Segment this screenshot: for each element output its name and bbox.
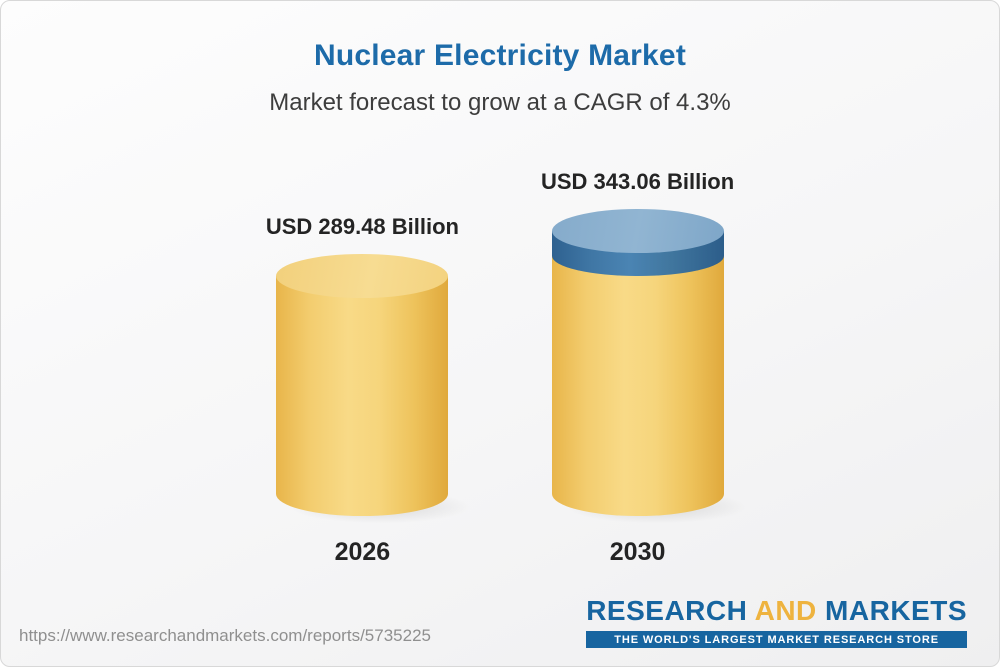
cylinder-2030 bbox=[551, 209, 749, 524]
chart-title: Nuclear Electricity Market bbox=[313, 39, 687, 72]
bar-2030: USD 343.06 Billion 2030 bbox=[541, 169, 749, 567]
value-label-2030: USD 343.06 Billion bbox=[541, 169, 735, 194]
category-label-2026: 2026 bbox=[334, 538, 391, 566]
cylinder-2026 bbox=[276, 253, 474, 524]
cylinder-body-2026 bbox=[276, 275, 449, 516]
header: Nuclear Electricity Market Market foreca… bbox=[1, 1, 999, 117]
logo-word-markets: MARKETS bbox=[825, 595, 967, 626]
value-label-2026: USD 289.48 Billion bbox=[265, 213, 459, 239]
chart-subtitle: Market forecast to grow at a CAGR of 4.3… bbox=[269, 89, 731, 116]
logo-tagline: THE WORLD'S LARGEST MARKET RESEARCH STOR… bbox=[586, 631, 967, 648]
cylinder-body-2030 bbox=[551, 231, 724, 516]
report-url: https://www.researchandmarkets.com/repor… bbox=[19, 626, 431, 645]
bar-chart: USD 289.48 Billion 2026 USD 343.06 Billi… bbox=[1, 169, 999, 567]
footer: https://www.researchandmarkets.com/repor… bbox=[1, 595, 999, 652]
cylinder-top-ellipse-2026 bbox=[276, 253, 449, 298]
logo-wordmark: RESEARCH AND MARKETS bbox=[586, 595, 967, 627]
cylinder-top-ellipse-2030 bbox=[551, 209, 724, 253]
category-label-2030: 2030 bbox=[609, 538, 666, 566]
bar-2026: USD 289.48 Billion 2026 bbox=[265, 213, 474, 568]
logo-word-research: RESEARCH bbox=[586, 595, 748, 626]
researchandmarkets-logo: RESEARCH AND MARKETS THE WORLD'S LARGEST… bbox=[586, 595, 967, 648]
logo-word-and: AND bbox=[754, 595, 817, 626]
